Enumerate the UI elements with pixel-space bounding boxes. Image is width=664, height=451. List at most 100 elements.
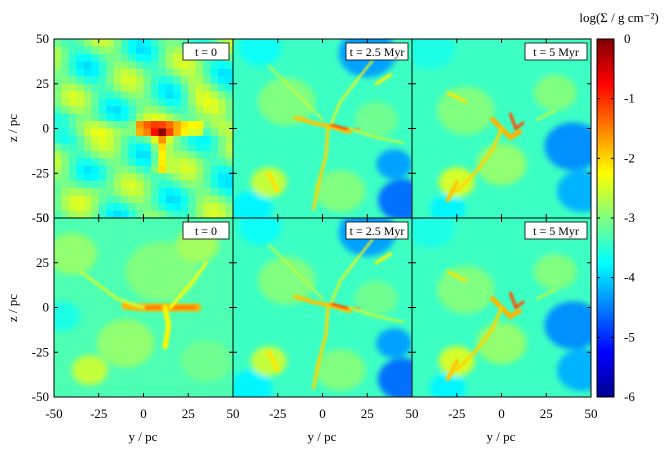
density-cell — [121, 121, 129, 129]
density-cell — [54, 98, 62, 107]
density-cell — [106, 210, 114, 218]
filaments — [266, 59, 404, 211]
density-cell — [136, 150, 144, 159]
density-cell — [136, 113, 144, 122]
colorbar-tick-label: -5 — [624, 329, 635, 344]
density-cell — [143, 165, 152, 174]
density-cell — [158, 210, 167, 218]
density-cell — [128, 165, 137, 174]
density-cell — [91, 128, 100, 137]
density-cell — [121, 53, 129, 62]
density-cell — [225, 91, 233, 99]
density-cell — [150, 91, 159, 99]
density-cell — [210, 195, 219, 204]
density-cell — [165, 135, 174, 144]
density-cell — [210, 121, 219, 129]
density-cell — [173, 98, 182, 107]
density-cell — [68, 83, 77, 92]
density-cell — [98, 76, 107, 85]
x-tick-label: 25 — [361, 406, 374, 421]
density-cell — [68, 68, 77, 77]
density-cell — [210, 83, 219, 92]
density-cell — [225, 143, 233, 152]
density-cell — [165, 143, 174, 152]
density-cell — [76, 135, 85, 144]
filament — [293, 115, 352, 135]
gas-blob — [544, 301, 591, 350]
gas-blob — [96, 319, 155, 368]
density-cell — [121, 68, 129, 77]
density-cell — [158, 158, 167, 167]
density-cell — [143, 128, 152, 137]
density-cell — [68, 113, 77, 122]
density-cell — [180, 106, 189, 114]
density-cell — [83, 39, 92, 47]
density-cell — [218, 91, 226, 99]
density-cell — [106, 39, 114, 47]
density-cell — [136, 68, 144, 77]
density-cell — [83, 203, 92, 211]
density-cell — [173, 180, 182, 189]
density-cell — [218, 150, 226, 159]
density-cell — [195, 143, 204, 152]
density-cell — [188, 173, 197, 182]
density-cell — [173, 173, 182, 182]
density-cell — [195, 113, 204, 122]
density-cell — [218, 203, 226, 211]
density-cell — [136, 39, 144, 47]
density-cell — [61, 165, 70, 174]
density-cell — [210, 188, 219, 196]
density-cell — [173, 121, 182, 129]
density-cell — [68, 61, 77, 70]
density-cell — [113, 113, 122, 122]
density-cell — [158, 195, 167, 204]
density-cell — [128, 203, 137, 211]
density-cell — [54, 128, 62, 137]
gas-blob — [437, 265, 495, 314]
density-cell — [128, 210, 137, 218]
density-cell — [165, 46, 174, 55]
density-cell — [158, 91, 167, 99]
density-cell — [83, 53, 92, 62]
density-cell — [195, 195, 204, 204]
density-cell — [165, 76, 174, 85]
axes-layer: t = 0 t = 2.5 Myr t = 5 Myr t = 0 t = 2.5 My… — [32, 31, 636, 421]
density-cell — [158, 83, 167, 92]
x-tick-label: -50 — [45, 406, 62, 421]
ylabel-top: z / pc — [5, 114, 20, 142]
density-cell — [68, 128, 77, 137]
gas-blob — [181, 340, 232, 383]
density-cell — [143, 210, 152, 218]
filaments — [445, 270, 557, 382]
colorbar-title: log(Σ / g cm⁻²) — [579, 10, 658, 25]
density-cell — [180, 113, 189, 122]
density-cell — [76, 46, 85, 55]
density-cell — [165, 173, 174, 182]
density-cell — [225, 68, 233, 77]
density-cell — [143, 39, 152, 47]
density-cell — [150, 68, 159, 77]
density-cell — [91, 68, 100, 77]
ylabel-bottom: z / pc — [5, 294, 20, 322]
density-cell — [165, 210, 174, 218]
density-cell — [106, 113, 114, 122]
density-cell — [121, 150, 129, 159]
x-tick-label: 50 — [585, 406, 598, 421]
density-cell — [165, 98, 174, 107]
density-cell — [83, 188, 92, 196]
filament — [446, 270, 468, 283]
density-cell — [165, 203, 174, 211]
density-cell — [83, 150, 92, 159]
density-cell — [136, 91, 144, 99]
density-cell — [225, 180, 233, 189]
density-cell — [143, 121, 152, 129]
density-cell — [76, 143, 85, 152]
density-cell — [136, 195, 144, 204]
x-tick-label: 0 — [498, 406, 505, 421]
time-label-box — [524, 221, 588, 240]
density-cell — [143, 173, 152, 182]
density-cell — [143, 195, 152, 204]
density-cell — [91, 83, 100, 92]
density-cell — [188, 180, 197, 189]
x-tick-label: 50 — [406, 406, 419, 421]
